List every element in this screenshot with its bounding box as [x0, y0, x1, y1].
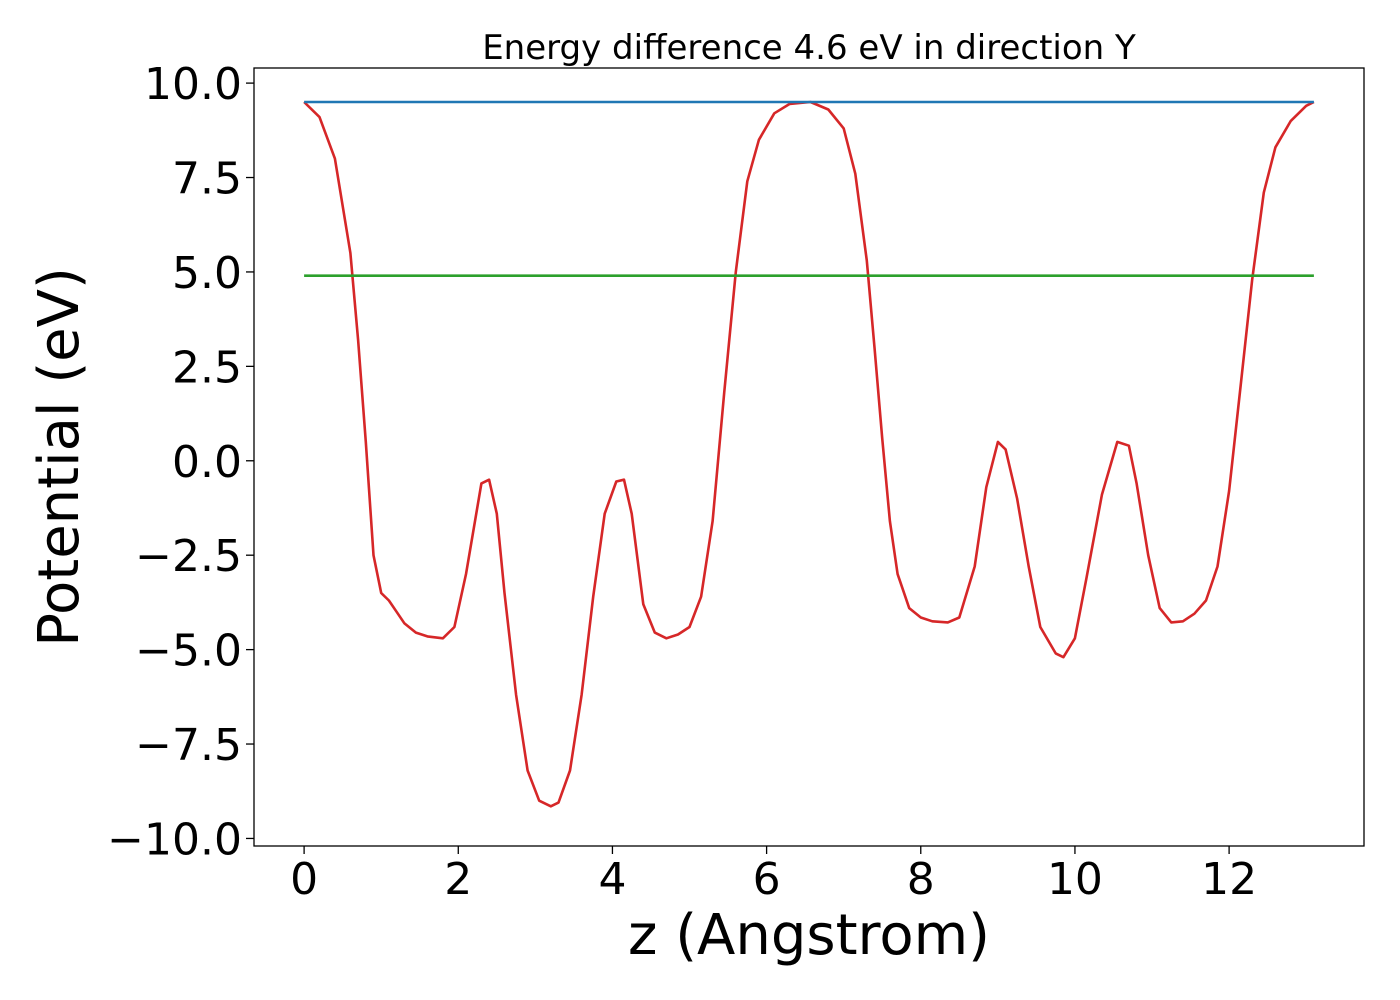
y-tick-label: 0.0 [172, 437, 242, 488]
x-tick-label: 2 [444, 854, 472, 905]
x-tick-label: 0 [290, 854, 318, 905]
y-tick-label: −7.5 [135, 720, 242, 771]
chart-title: Energy difference 4.6 eV in direction Y [482, 28, 1136, 68]
y-axis-label: Potential (eV) [27, 267, 92, 647]
x-tick-label: 4 [598, 854, 626, 905]
y-axis: −10.0 −7.5 −5.0 −2.5 0.0 2.5 5.0 7.5 10.0 [107, 59, 254, 865]
y-tick-label: −2.5 [135, 531, 242, 582]
y-tick-label: 7.5 [172, 154, 242, 205]
plot-frame [253, 67, 1365, 847]
x-tick-label: 10 [1047, 854, 1103, 905]
x-tick-label: 8 [907, 854, 935, 905]
y-tick-label: −5.0 [135, 626, 242, 677]
plot-area [253, 67, 1365, 847]
x-axis: 0 2 4 6 8 10 12 [290, 846, 1257, 905]
y-tick-label: 2.5 [172, 342, 242, 393]
y-tick-label: 5.0 [172, 248, 242, 299]
x-tick-label: 12 [1201, 854, 1257, 905]
x-axis-label: z (Angstrom) [628, 903, 990, 968]
x-tick-label: 6 [753, 854, 781, 905]
series-line-0 [303, 100, 1315, 808]
y-tick-label: 10.0 [144, 59, 242, 110]
y-tick-label: −10.0 [107, 814, 242, 865]
series-layer [303, 100, 1315, 808]
